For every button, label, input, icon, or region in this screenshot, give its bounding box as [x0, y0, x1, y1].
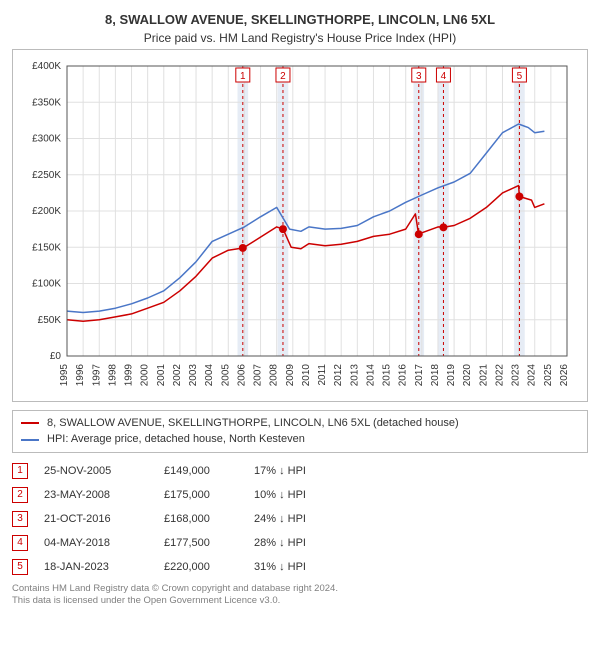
- svg-text:2007: 2007: [253, 363, 264, 386]
- svg-text:£150K: £150K: [32, 242, 61, 253]
- transaction-badge: 2: [12, 487, 28, 503]
- transaction-date: 18-JAN-2023: [44, 561, 164, 573]
- svg-text:2008: 2008: [269, 363, 280, 386]
- svg-text:1: 1: [240, 71, 246, 82]
- transaction-badge: 3: [12, 511, 28, 527]
- svg-text:2019: 2019: [446, 363, 457, 386]
- svg-text:2012: 2012: [333, 363, 344, 386]
- svg-text:5: 5: [517, 71, 523, 82]
- transaction-badge: 4: [12, 535, 28, 551]
- svg-text:2020: 2020: [462, 363, 473, 386]
- transaction-delta: 31% ↓ HPI: [254, 561, 364, 573]
- transaction-row: 4 04-MAY-2018£177,50028% ↓ HPI: [12, 531, 588, 555]
- legend-item: HPI: Average price, detached house, Nort…: [21, 431, 579, 448]
- transaction-row: 2 23-MAY-2008£175,00010% ↓ HPI: [12, 483, 588, 507]
- svg-text:1998: 1998: [107, 363, 118, 386]
- svg-text:1995: 1995: [59, 363, 70, 386]
- svg-text:2022: 2022: [494, 363, 505, 386]
- transaction-price: £149,000: [164, 465, 254, 477]
- svg-text:2026: 2026: [559, 363, 570, 386]
- page-subtitle: Price paid vs. HM Land Registry's House …: [12, 31, 588, 45]
- svg-text:2015: 2015: [382, 363, 393, 386]
- transaction-badge: 1: [12, 463, 28, 479]
- transaction-date: 23-MAY-2008: [44, 489, 164, 501]
- svg-text:2013: 2013: [349, 363, 360, 386]
- svg-text:£0: £0: [50, 351, 62, 362]
- svg-text:£100K: £100K: [32, 278, 61, 289]
- svg-text:2025: 2025: [543, 363, 554, 386]
- transaction-price: £175,000: [164, 489, 254, 501]
- svg-text:1997: 1997: [91, 363, 102, 386]
- footer-line: Contains HM Land Registry data © Crown c…: [12, 583, 588, 595]
- svg-text:2018: 2018: [430, 363, 441, 386]
- transaction-price: £220,000: [164, 561, 254, 573]
- svg-text:2009: 2009: [285, 363, 296, 386]
- transaction-date: 21-OCT-2016: [44, 513, 164, 525]
- svg-text:1996: 1996: [75, 363, 86, 386]
- svg-text:2006: 2006: [236, 363, 247, 386]
- page-title: 8, SWALLOW AVENUE, SKELLINGTHORPE, LINCO…: [12, 12, 588, 29]
- transaction-delta: 28% ↓ HPI: [254, 537, 364, 549]
- svg-text:2011: 2011: [317, 363, 328, 385]
- transaction-delta: 17% ↓ HPI: [254, 465, 364, 477]
- svg-text:£50K: £50K: [38, 315, 62, 326]
- transaction-row: 1 25-NOV-2005£149,00017% ↓ HPI: [12, 459, 588, 483]
- transaction-price: £168,000: [164, 513, 254, 525]
- price-chart: £0 £50K £100K £150K £200K £250K £300K £350K £400…: [19, 56, 581, 396]
- svg-text:2005: 2005: [220, 363, 231, 386]
- transaction-delta: 10% ↓ HPI: [254, 489, 364, 501]
- svg-text:£300K: £300K: [32, 133, 61, 144]
- svg-text:2: 2: [280, 71, 286, 82]
- transaction-badge: 5: [12, 559, 28, 575]
- svg-text:£250K: £250K: [32, 170, 61, 181]
- svg-text:2001: 2001: [156, 363, 167, 386]
- legend: 8, SWALLOW AVENUE, SKELLINGTHORPE, LINCO…: [12, 410, 588, 453]
- footer-line: This data is licensed under the Open Gov…: [12, 595, 588, 607]
- svg-text:3: 3: [416, 71, 422, 82]
- svg-text:2003: 2003: [188, 363, 199, 386]
- svg-text:2010: 2010: [301, 363, 312, 386]
- chart-block: £0 £50K £100K £150K £200K £250K £300K £350K £400…: [12, 49, 588, 402]
- svg-text:2017: 2017: [414, 363, 425, 386]
- svg-text:2023: 2023: [511, 363, 522, 386]
- legend-swatch: [21, 422, 39, 424]
- legend-label: 8, SWALLOW AVENUE, SKELLINGTHORPE, LINCO…: [47, 415, 459, 432]
- svg-text:2002: 2002: [172, 363, 183, 386]
- svg-text:£350K: £350K: [32, 97, 61, 108]
- svg-text:£400K: £400K: [32, 61, 61, 72]
- page-container: 8, SWALLOW AVENUE, SKELLINGTHORPE, LINCO…: [0, 0, 600, 650]
- transaction-price: £177,500: [164, 537, 254, 549]
- svg-text:2021: 2021: [478, 363, 489, 386]
- transaction-date: 04-MAY-2018: [44, 537, 164, 549]
- transaction-row: 5 18-JAN-2023£220,00031% ↓ HPI: [12, 555, 588, 579]
- transaction-delta: 24% ↓ HPI: [254, 513, 364, 525]
- svg-text:4: 4: [441, 71, 447, 82]
- svg-text:2024: 2024: [527, 363, 538, 386]
- legend-label: HPI: Average price, detached house, Nort…: [47, 431, 305, 448]
- svg-text:2016: 2016: [398, 363, 409, 386]
- svg-text:£200K: £200K: [32, 206, 61, 217]
- svg-text:2014: 2014: [365, 363, 376, 386]
- legend-swatch: [21, 439, 39, 441]
- legend-item: 8, SWALLOW AVENUE, SKELLINGTHORPE, LINCO…: [21, 415, 579, 432]
- svg-text:2004: 2004: [204, 363, 215, 386]
- svg-text:2000: 2000: [140, 363, 151, 386]
- transaction-date: 25-NOV-2005: [44, 465, 164, 477]
- footer: Contains HM Land Registry data © Crown c…: [12, 583, 588, 608]
- transaction-table: 1 25-NOV-2005£149,00017% ↓ HPI 2 23-MAY-200…: [12, 459, 588, 579]
- svg-text:1999: 1999: [124, 363, 135, 386]
- transaction-row: 3 21-OCT-2016£168,00024% ↓ HPI: [12, 507, 588, 531]
